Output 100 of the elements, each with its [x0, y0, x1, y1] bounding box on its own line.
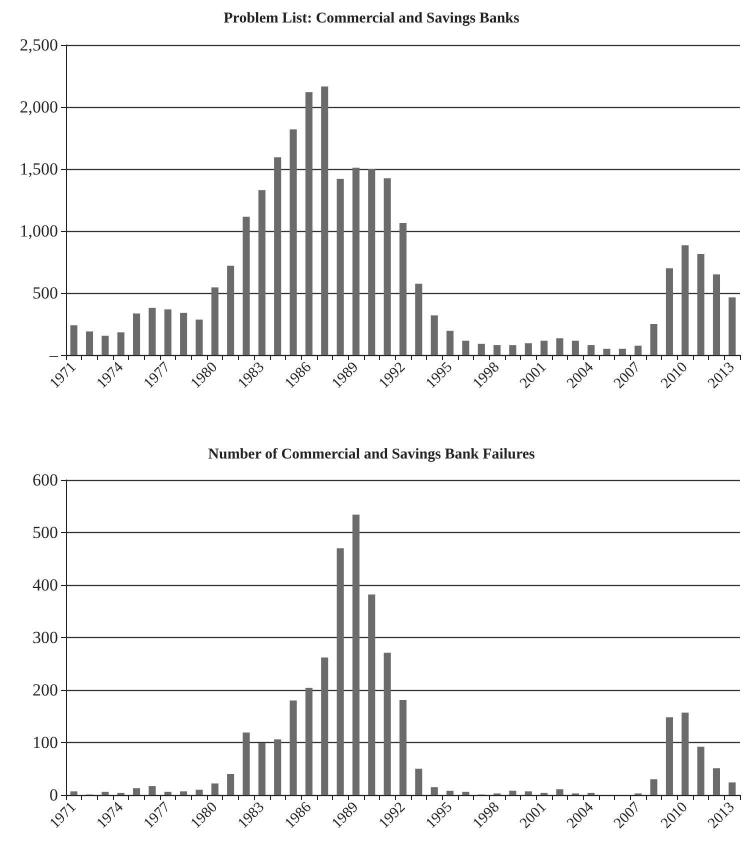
bar: [399, 700, 407, 795]
bar: [712, 274, 720, 355]
bar: [540, 340, 548, 355]
y-tick-label: 1,000: [20, 222, 58, 240]
bar: [682, 245, 689, 355]
bar: [274, 157, 282, 355]
bar: [588, 345, 595, 355]
bar: [478, 344, 485, 355]
bar: [384, 178, 391, 355]
bar: [368, 594, 376, 795]
bar: [697, 254, 704, 355]
bar: [352, 168, 360, 355]
bar: [133, 313, 140, 355]
bar: [650, 324, 658, 355]
bar: [666, 268, 673, 355]
bar: [415, 284, 422, 355]
y-tick-label: 2,500: [20, 36, 58, 54]
bar: [133, 788, 140, 795]
bar: [211, 783, 218, 795]
bar: [180, 312, 188, 355]
bar: [368, 169, 376, 355]
bar: [572, 340, 579, 355]
bar: [211, 287, 218, 355]
bar: [290, 129, 297, 355]
bar: [650, 779, 658, 795]
chart-title: Problem List: Commercial and Savings Banks: [224, 10, 520, 26]
x-tick-label: 1992: [376, 799, 409, 832]
bar: [196, 790, 203, 795]
bar: [336, 178, 344, 355]
bar: [618, 348, 626, 355]
bar: [102, 792, 109, 795]
bar: [258, 743, 266, 795]
bar: [321, 657, 328, 795]
bar: [524, 343, 532, 355]
bar: [352, 514, 360, 795]
bar: [258, 190, 266, 355]
y-tick-label: 300: [32, 628, 58, 647]
bar: [494, 345, 501, 355]
bar: [164, 792, 172, 795]
y-tick-label: 100: [32, 733, 58, 752]
chart-title: Number of Commercial and Savings Bank Failures: [208, 446, 536, 462]
bar: [148, 786, 156, 795]
x-tick-label: 2001: [517, 359, 550, 392]
bar: [666, 717, 673, 795]
bar: [305, 92, 312, 355]
x-tick-label: 1980: [188, 799, 221, 832]
y-tick-label: 2,000: [20, 98, 58, 116]
bar: [399, 222, 407, 355]
bar: [712, 768, 720, 795]
bar: [227, 266, 234, 355]
bar: [164, 309, 172, 355]
bar: [242, 732, 250, 795]
bar: [634, 346, 642, 355]
y-tick-label: 400: [32, 576, 58, 594]
bar: [290, 700, 297, 795]
bar: [227, 774, 234, 795]
y-tick-label: 600: [32, 470, 58, 490]
y-tick-label: 1,500: [20, 160, 58, 178]
x-tick-label: 1989: [329, 359, 362, 392]
x-tick-label: 2001: [517, 799, 550, 832]
bar: [196, 320, 203, 355]
bar: [305, 688, 312, 795]
bar: [274, 739, 282, 795]
bar: [117, 332, 124, 355]
bar: [509, 345, 516, 355]
bar: [524, 791, 532, 795]
bar: [336, 548, 344, 795]
x-tick-label: 1980: [188, 359, 221, 392]
y-tick-label: 500: [32, 523, 58, 542]
bar: [415, 768, 422, 795]
bar: [180, 791, 188, 795]
x-tick-label: 1983: [235, 799, 268, 832]
bar: [509, 790, 516, 795]
bar: [728, 782, 736, 795]
y-tick-label: 500: [32, 284, 58, 302]
bar: [682, 712, 689, 795]
x-tick-label: 1992: [376, 359, 409, 392]
bar: [102, 336, 109, 355]
bar: [321, 86, 328, 355]
bar: [384, 652, 391, 795]
x-tick-label: 1983: [235, 359, 268, 392]
bar: [556, 338, 564, 355]
bar: [86, 331, 94, 355]
bar: [242, 216, 250, 355]
y-tick-label: 200: [32, 680, 58, 700]
x-tick-label: 1989: [329, 799, 362, 832]
bar: [603, 348, 610, 355]
bar: [70, 791, 78, 795]
bar: [697, 746, 704, 795]
bar: [430, 315, 438, 355]
bar: [556, 789, 564, 795]
bar: [430, 787, 438, 795]
y-tick-label: 0: [50, 786, 58, 804]
bar: [446, 790, 454, 795]
bar: [728, 297, 736, 355]
bar: [446, 330, 454, 355]
bar: [148, 308, 156, 355]
bar: [462, 340, 470, 355]
bar: [70, 325, 78, 355]
bar: [462, 792, 470, 795]
